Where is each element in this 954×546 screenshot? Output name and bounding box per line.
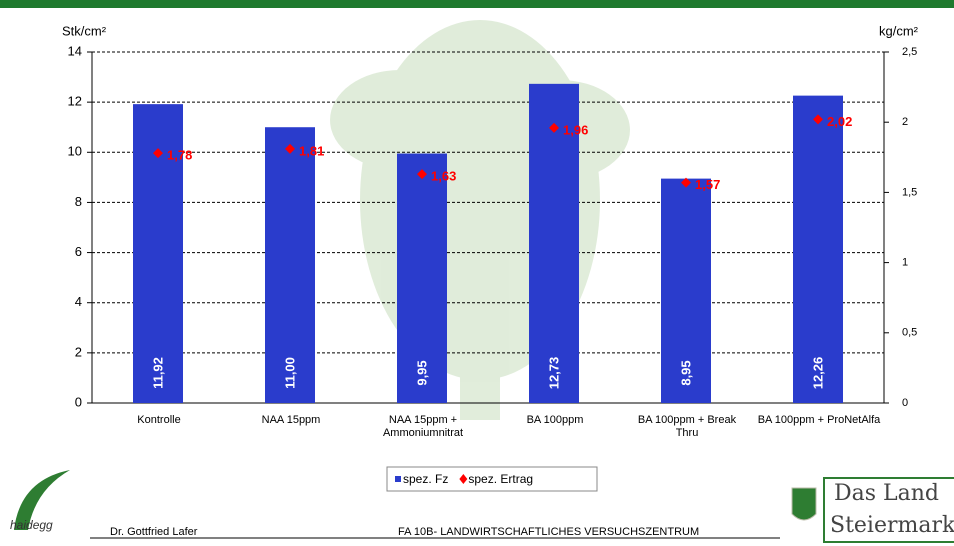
x-tick-label: NAA 15ppm [261,414,321,426]
background-emblem [330,20,630,420]
y2-tick-label: 1 [902,257,908,269]
y-tick-label: 2 [75,344,82,359]
legend-swatch [395,476,401,482]
x-tick-label: BA 100ppm + Break Thru [637,414,737,439]
x-tick-label: BA 100ppm [526,414,584,426]
logo-right-line: Das Land [834,481,939,506]
bar [529,83,579,404]
crest [791,487,817,521]
marker-value-label: 2,02 [827,114,852,129]
author: Dr. Gottfried Lafer [110,526,198,538]
y2-tick-label: 0 [902,397,908,409]
marker-value-label: 1,96 [563,122,588,137]
marker [285,143,295,154]
bar-value-label: 11,00 [282,357,297,389]
y-tick-label: 4 [75,294,82,309]
marker-value-label: 1,57 [695,177,720,192]
marker [153,148,163,159]
y2-tick-label: 2 [902,116,908,128]
marker [681,177,691,188]
x-tick-label: Kontrolle [137,414,181,426]
bar-value-label: 12,73 [546,357,561,390]
marker-value-label: 1,63 [431,169,456,184]
y2-tick-label: 2,5 [902,46,917,58]
top-bar [0,0,954,8]
y-tick-label: 14 [68,43,82,58]
x-tick-label: BA 100ppm + ProNetAlfa [757,414,881,426]
y2-axis-label: kg/cm² [879,23,919,38]
marker-value-label: 1,78 [167,148,192,163]
bar [397,153,447,403]
bar [265,127,315,403]
x-tick-label: NAA 15ppm + Ammoniumnitrat [382,414,464,439]
y-axis-label: Stk/cm² [62,23,107,38]
marker-value-label: 1,81 [299,143,324,158]
y-tick-label: 6 [75,244,82,259]
logo-right-line: Steiermark [830,513,954,538]
y-tick-label: 12 [68,94,82,109]
y2-tick-label: 1,5 [902,186,917,198]
logo-left-text: haidegg [10,518,53,532]
marker [417,169,427,180]
logo-left-mark [14,470,70,530]
bar [793,95,843,404]
bar [661,178,711,403]
bar-value-label: 9,95 [414,360,429,385]
legend-swatch [459,474,468,484]
legend-box [386,466,598,492]
marker [549,122,559,133]
y2-tick-label: 0,5 [902,327,917,339]
bar-value-label: 12,26 [810,357,825,390]
bar-value-label: 11,92 [150,357,165,389]
y-tick-label: 0 [75,394,82,409]
y-tick-label: 10 [68,144,82,159]
institute: FA 10B- LANDWIRTSCHAFTLICHES VERSUCHSZEN… [398,526,699,538]
logo-right-box [823,477,954,543]
marker [813,114,823,125]
y-tick-label: 8 [75,194,82,209]
bar-value-label: 8,95 [678,360,693,385]
legend-label: spez. Fz [403,472,448,486]
legend-label: spez. Ertrag [468,472,533,486]
